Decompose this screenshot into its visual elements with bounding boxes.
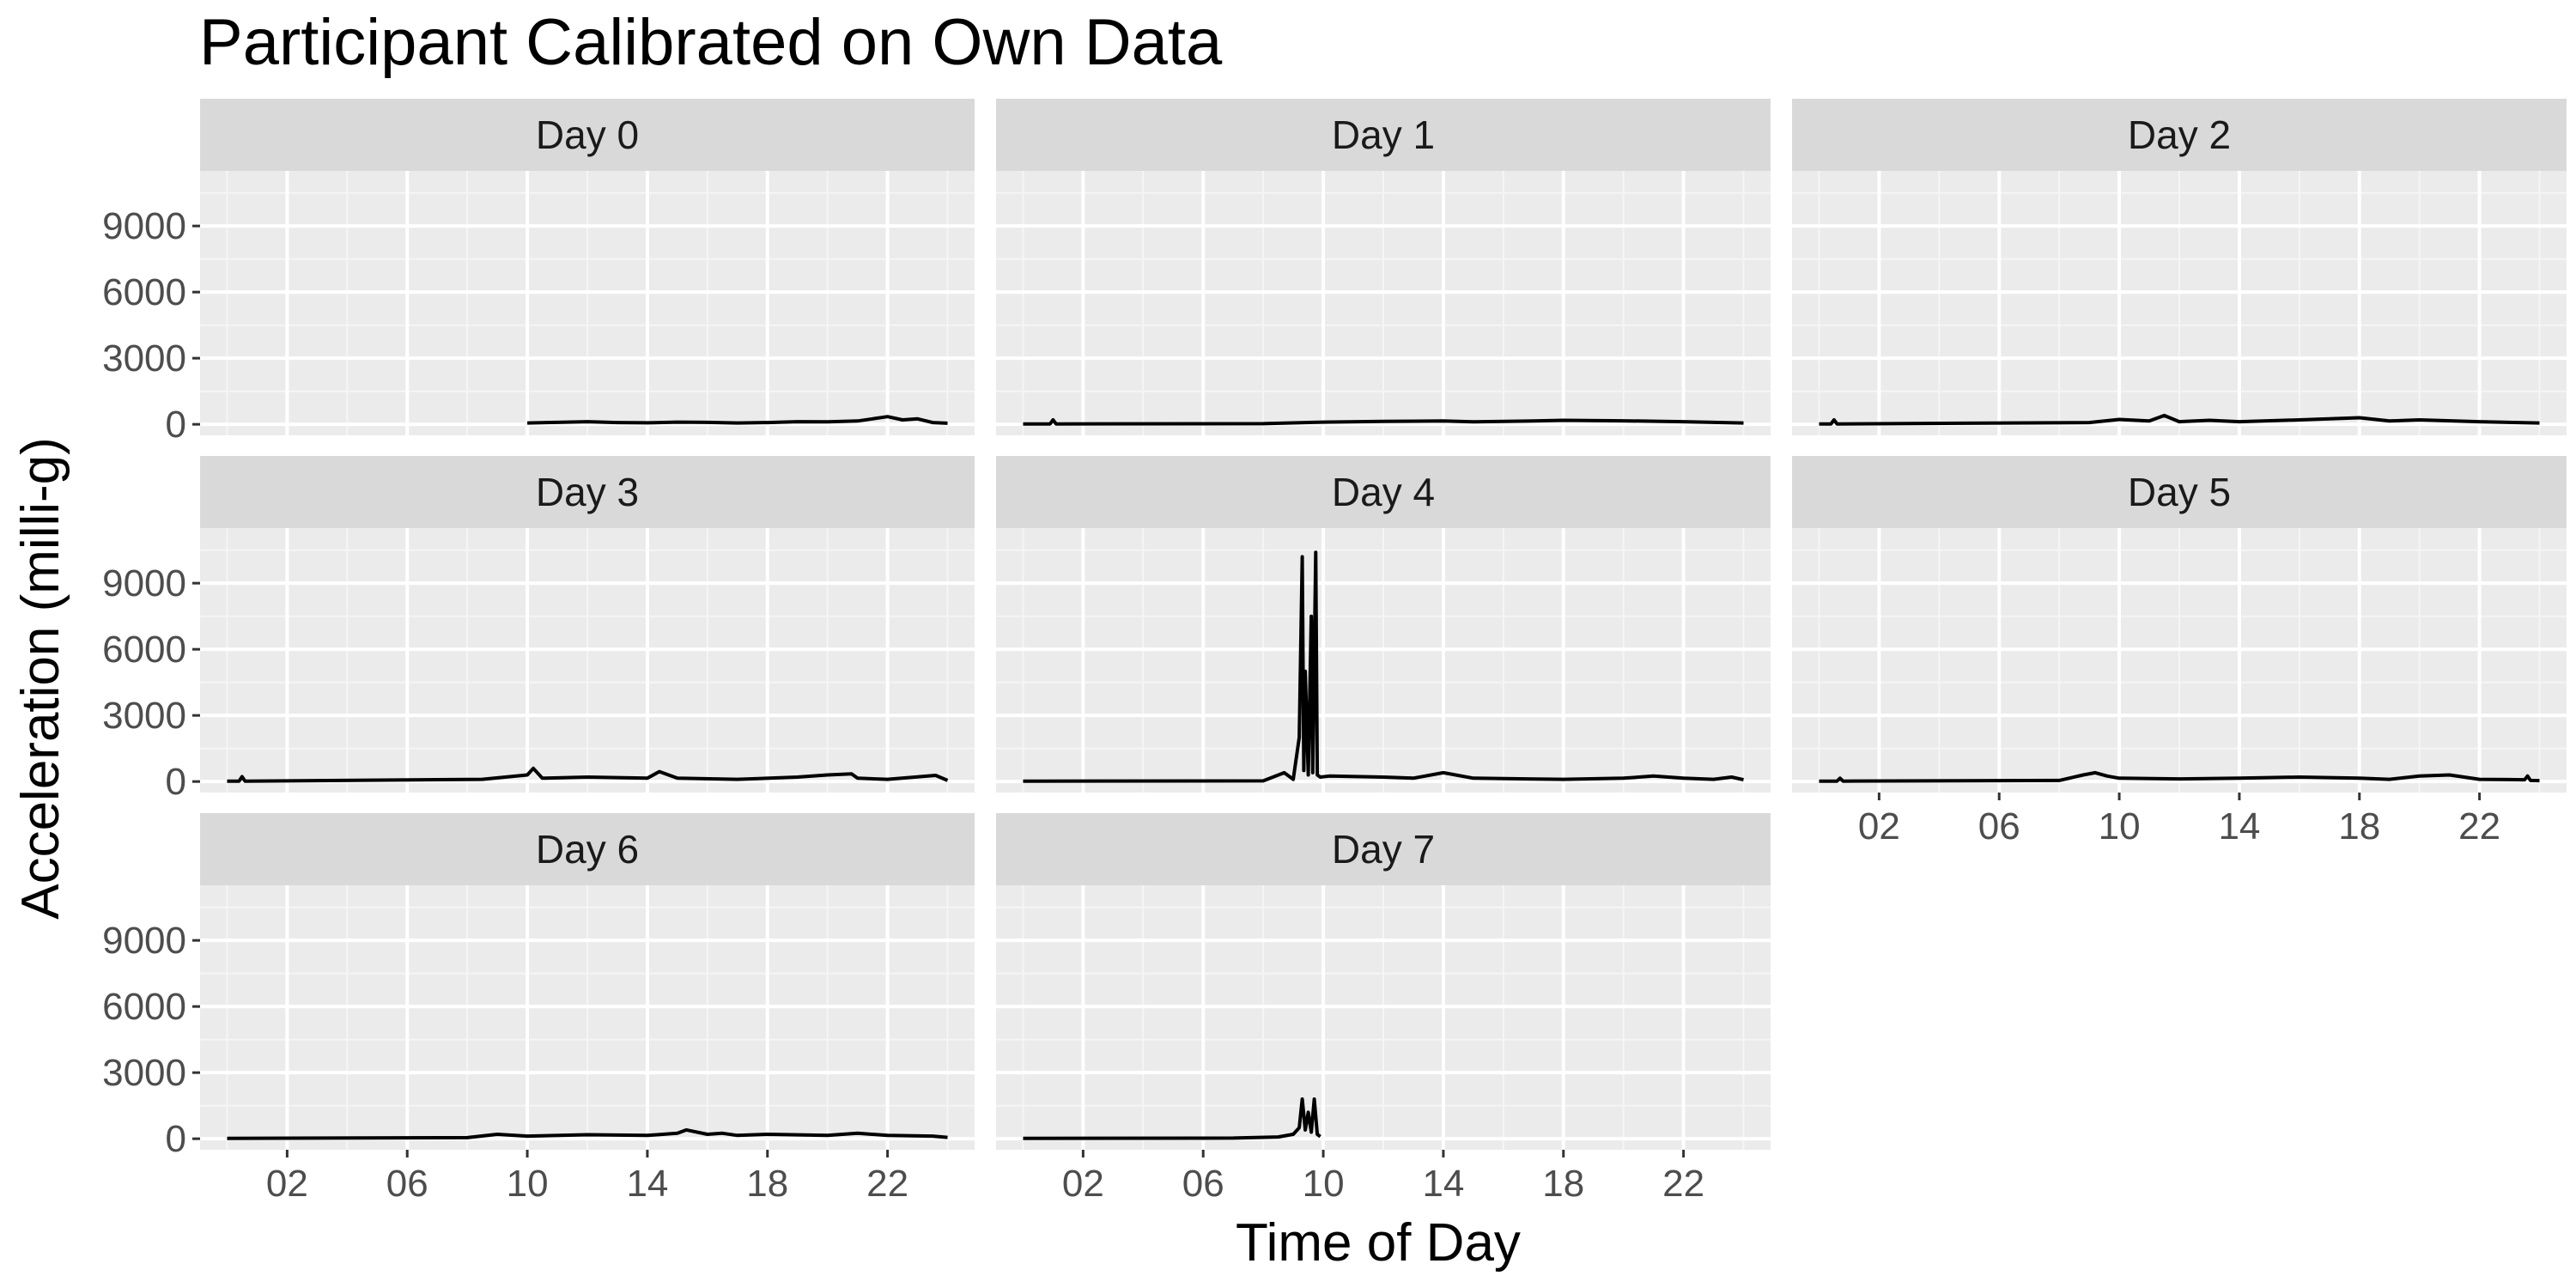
y-tick-label: 6000 — [102, 629, 186, 671]
y-tick-label: 3000 — [102, 1052, 186, 1094]
x-tick-label: 14 — [626, 1163, 668, 1205]
y-tick-label: 9000 — [102, 205, 186, 247]
y-tick-label: 0 — [166, 404, 186, 446]
x-tick-label: 22 — [866, 1163, 908, 1205]
x-tick-label: 02 — [266, 1163, 308, 1205]
x-tick-label: 22 — [1662, 1163, 1704, 1205]
x-tick-label: 14 — [2218, 805, 2260, 848]
facet-panel-5: Day 5 02 06 10 14 18 22 — [1792, 456, 2567, 848]
x-tick-label: 06 — [1978, 805, 2020, 848]
facet-panel-0: Day 0 0 3000 6000 9000 — [102, 99, 975, 446]
facet-strip-label: Day 6 — [536, 827, 639, 872]
x-tick-label: 18 — [746, 1163, 788, 1205]
facet-strip — [1792, 456, 2567, 528]
x-tick-label: 14 — [1422, 1163, 1464, 1205]
y-tick-label: 6000 — [102, 986, 186, 1028]
y-tick-label: 9000 — [102, 562, 186, 605]
facet-strip-label: Day 1 — [1332, 112, 1435, 157]
series-line — [1819, 413, 2540, 426]
x-tick-label: 18 — [1542, 1163, 1584, 1205]
x-tick-label: 06 — [386, 1163, 428, 1205]
facet-strip-label: Day 5 — [2128, 470, 2231, 514]
y-tick-label: 0 — [166, 1118, 186, 1160]
series-line — [227, 766, 949, 783]
facet-panel-7: Day 7 02 06 10 14 18 22 — [996, 813, 1771, 1205]
y-tick-label: 9000 — [102, 920, 186, 962]
facet-panel-1: Day 1 — [996, 99, 1771, 435]
x-tick-label: 02 — [1062, 1163, 1104, 1205]
x-tick-label: 06 — [1182, 1163, 1224, 1205]
x-tick-label: 18 — [2338, 805, 2380, 848]
x-tick-label: 10 — [1303, 1163, 1345, 1205]
facet-strip-label: Day 7 — [1332, 827, 1435, 872]
facet-strip-label: Day 3 — [536, 470, 639, 514]
facet-strip-label: Day 2 — [2128, 112, 2231, 157]
facet-strip — [996, 813, 1771, 885]
facet-strip — [1792, 99, 2567, 171]
y-tick-label: 3000 — [102, 337, 186, 380]
x-tick-label: 02 — [1858, 805, 1900, 848]
facet-panel-3: Day 3 0 3000 6000 9000 — [102, 456, 975, 803]
y-axis-title: Acceleration (milli-g) — [11, 437, 70, 920]
x-tick-label: 10 — [507, 1163, 549, 1205]
facet-strip — [996, 456, 1771, 528]
chart-title: Participant Calibrated on Own Data — [199, 6, 1223, 79]
series-line — [1023, 1097, 1321, 1140]
y-tick-label: 0 — [166, 761, 186, 803]
facet-strip — [996, 99, 1771, 171]
series-line — [527, 415, 948, 425]
facet-panel-6: Day 6 0 3000 6000 9000 02 06 10 14 18 22 — [102, 813, 975, 1205]
series-line — [1023, 550, 1744, 783]
y-tick-label: 3000 — [102, 695, 186, 737]
facet-strip — [200, 456, 975, 528]
series-line — [1819, 770, 2540, 783]
series-line — [1023, 418, 1744, 426]
x-tick-label: 10 — [2099, 805, 2141, 848]
facet-strip-label: Day 4 — [1332, 470, 1435, 514]
facet-strip — [200, 99, 975, 171]
series-line — [227, 1127, 948, 1140]
x-tick-label: 22 — [2458, 805, 2500, 848]
y-tick-label: 6000 — [102, 271, 186, 313]
x-axis-title: Time of Day — [1236, 1213, 1521, 1273]
facet-panels: Day 0 0 3000 6000 9000 Day 1 Day 2 Day 3 0 3000 60… — [102, 99, 2567, 1205]
facet-panel-4: Day 4 — [996, 456, 1771, 793]
facet-panel-2: Day 2 — [1792, 99, 2567, 435]
facet-strip-label: Day 0 — [536, 112, 639, 157]
facet-strip — [200, 813, 975, 885]
